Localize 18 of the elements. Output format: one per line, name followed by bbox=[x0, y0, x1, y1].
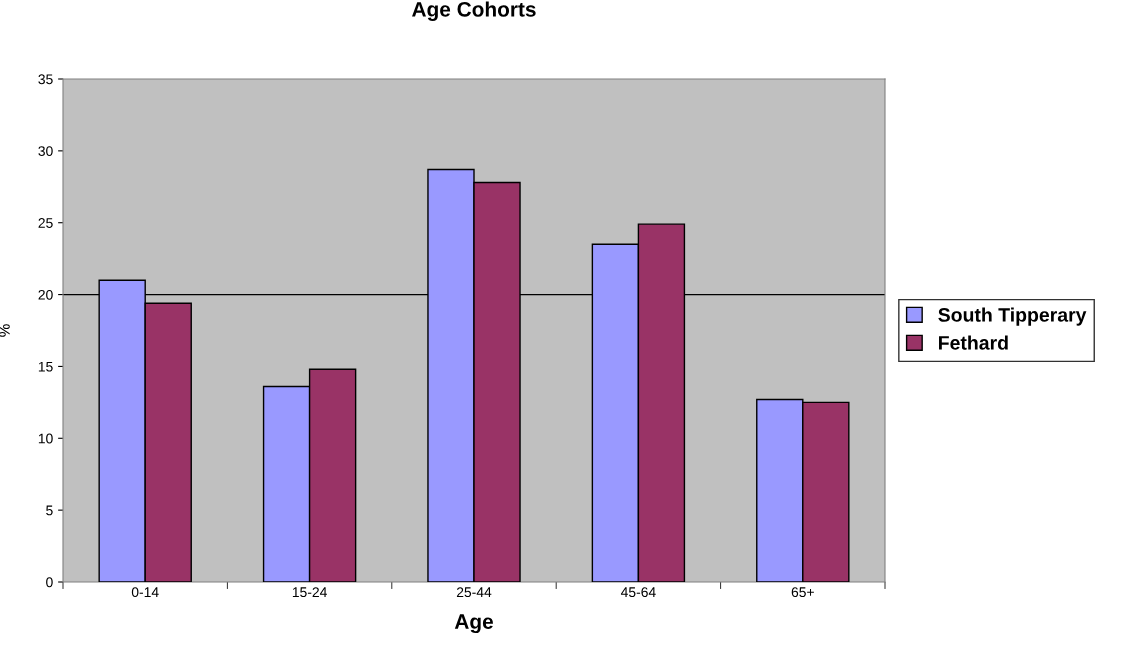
x-tick-label: 0-14 bbox=[131, 587, 159, 598]
x-axis-title: Age bbox=[454, 614, 493, 634]
chart-title: Age Cohorts bbox=[412, 1, 536, 21]
y-tick-label: 30 bbox=[38, 146, 53, 157]
x-tick-label: 15-24 bbox=[292, 587, 327, 598]
y-tick-label: 10 bbox=[38, 433, 53, 444]
x-tick-label: 25-44 bbox=[456, 587, 492, 598]
y-tick-label: 25 bbox=[38, 218, 53, 228]
y-tick-label: 35 bbox=[38, 74, 53, 85]
legend-label: South Tipperary bbox=[938, 307, 1087, 326]
x-tick-label: 45-64 bbox=[620, 587, 656, 598]
y-tick-label: 5 bbox=[46, 505, 53, 516]
y-tick-label: 0 bbox=[46, 577, 53, 588]
y-tick-label: 20 bbox=[38, 289, 53, 300]
legend-label: Fethard bbox=[939, 335, 1008, 350]
y-axis-title: % bbox=[0, 324, 10, 337]
x-tick-label: 65+ bbox=[791, 587, 814, 598]
y-tick-label: 15 bbox=[38, 361, 53, 372]
